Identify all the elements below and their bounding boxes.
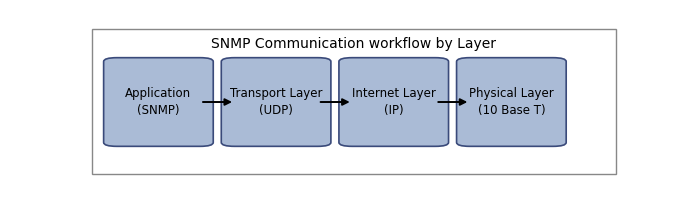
FancyBboxPatch shape: [104, 58, 213, 146]
Text: SNMP Communication workflow by Layer: SNMP Communication workflow by Layer: [211, 37, 496, 52]
FancyBboxPatch shape: [221, 58, 331, 146]
Text: Internet Layer
(IP): Internet Layer (IP): [352, 87, 435, 117]
Text: Transport Layer
(UDP): Transport Layer (UDP): [230, 87, 322, 117]
FancyBboxPatch shape: [339, 58, 449, 146]
Text: Physical Layer
(10 Base T): Physical Layer (10 Base T): [469, 87, 554, 117]
FancyBboxPatch shape: [457, 58, 566, 146]
Text: Application
(SNMP): Application (SNMP): [126, 87, 192, 117]
